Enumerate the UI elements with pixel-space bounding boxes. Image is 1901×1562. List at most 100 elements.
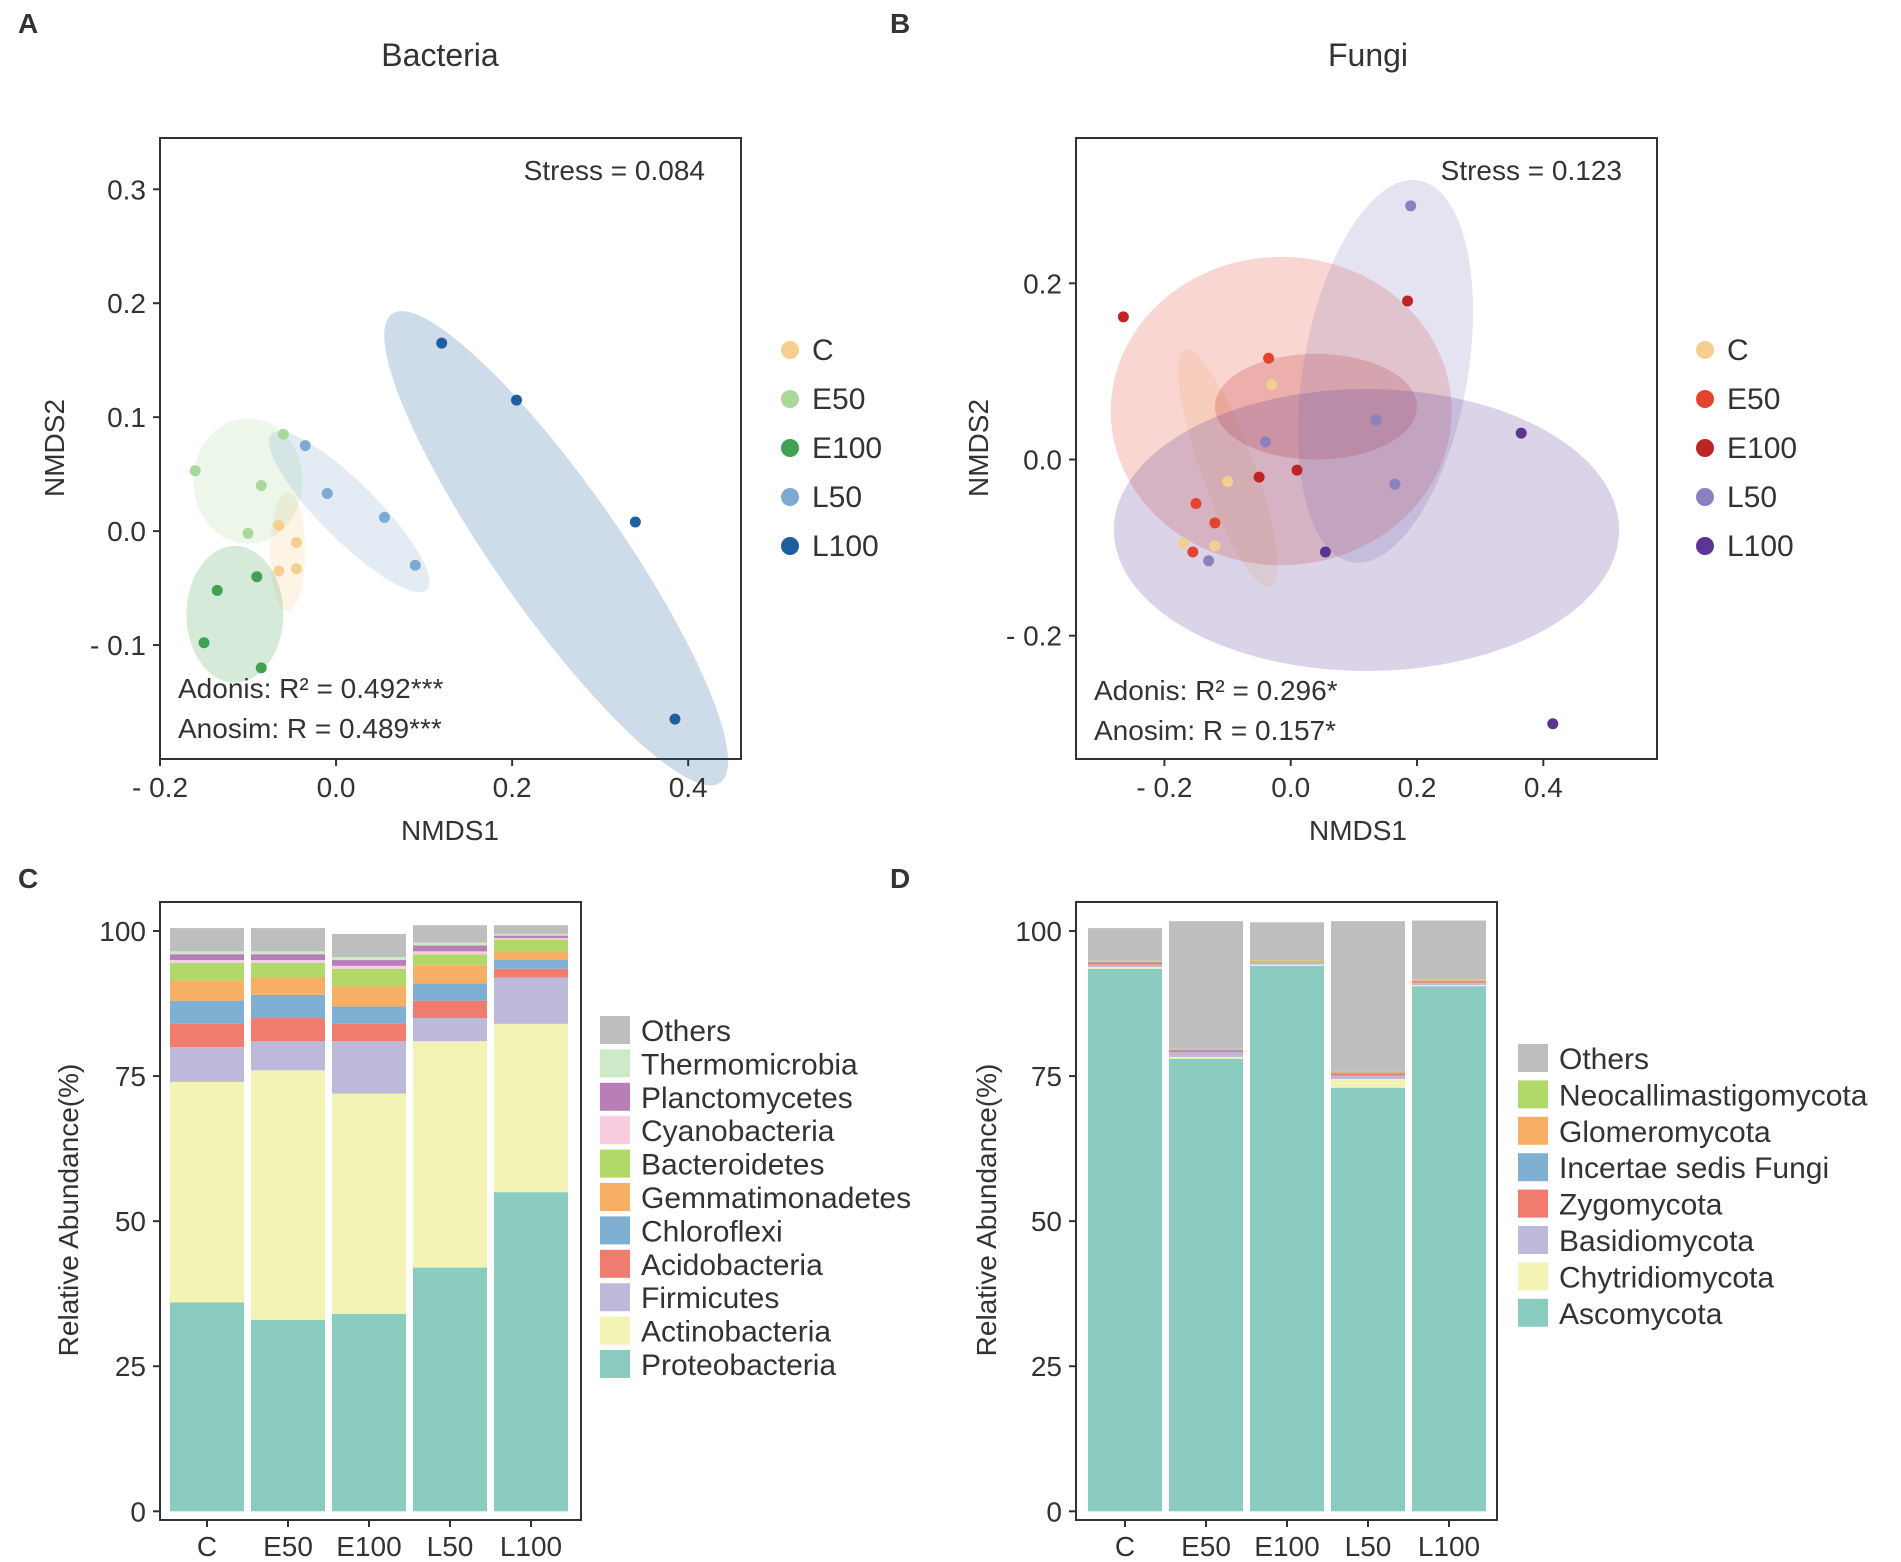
bar-l100-actinobacteria [494, 1023, 568, 1193]
panel-a-title: Bacteria [381, 37, 499, 73]
bar-e50-cyanobacteria [251, 960, 325, 963]
bar-c-chloroflexi [170, 1000, 244, 1024]
bar-e50-chloroflexi [251, 994, 325, 1019]
bar-c-ascomycota [1088, 968, 1162, 1512]
bar-l100-neocallimastigomycota [1412, 979, 1486, 981]
point-l50-5 [1203, 555, 1215, 567]
bar-l100-others [494, 925, 568, 934]
bar-e100-others [1250, 922, 1324, 961]
point-l50-1 [1405, 200, 1417, 212]
bar-l50-proteobacteria [413, 1267, 487, 1512]
point-l50-2 [1370, 414, 1382, 426]
point-c-1 [1266, 379, 1278, 391]
legend-swatch-neocallimastigomycota [1518, 1080, 1548, 1109]
y-tick-label: 0.1 [107, 402, 146, 433]
legend-label-e50: E50 [812, 383, 865, 416]
bar-c-cyanobacteria [170, 960, 244, 963]
legend-label-ascomycota: Ascomycota [1559, 1298, 1723, 1331]
legend-label-c: C [1727, 334, 1749, 367]
x-tick-label: E100 [1254, 1531, 1319, 1562]
ellipse-l100 [384, 311, 729, 786]
x-tick-label: C [197, 1531, 217, 1562]
point-e100-3 [1291, 464, 1303, 476]
bar-e100-chloroflexi [332, 1006, 406, 1024]
legend-label-incertae-sedis-fungi: Incertae sedis Fungi [1559, 1152, 1829, 1185]
panel-b-ylabel: NMDS2 [963, 399, 994, 497]
bar-e100-cyanobacteria [332, 965, 406, 969]
legend-label-c: C [812, 334, 834, 367]
bar-l50-thermomicrobia [413, 942, 487, 946]
panel-a-xlabel: NMDS1 [401, 815, 499, 846]
legend-marker-e50 [1696, 390, 1714, 408]
legend-swatch-others [600, 1016, 630, 1044]
point-c-3 [273, 565, 285, 577]
point-l100-1 [1515, 427, 1527, 439]
panel-b-fungi-nmds: Fungi - 0.2 0.0 0.2 0.4 - 0.2 0.0 0.2 Stress … [963, 37, 1797, 846]
bar-e50-glomeromycota [1169, 1049, 1243, 1050]
point-e50-3 [1209, 517, 1221, 529]
point-e50-1 [189, 465, 201, 477]
bar-l50-neocallimastigomycota [1331, 1070, 1405, 1072]
bar-c-others [1088, 928, 1162, 961]
panel-b-adonis: Adonis: R² = 0.296* [1094, 675, 1338, 706]
ellipse-e100 [1214, 353, 1418, 460]
point-l100-3 [629, 516, 641, 528]
bar-c-others [170, 928, 244, 952]
legend-label-others: Others [641, 1015, 731, 1048]
bar-e50-chytridiomycota [1169, 1056, 1243, 1059]
legend-marker-l100 [1696, 537, 1714, 555]
panel-b-xlabel: NMDS1 [1309, 815, 1407, 846]
legend-marker-c [1696, 341, 1714, 359]
legend-label-l100: L100 [1727, 530, 1794, 563]
x-tick-label: E100 [336, 1531, 401, 1562]
legend-label-l50: L50 [1727, 481, 1777, 514]
bar-c-gemmatimonadetes [170, 980, 244, 1001]
legend-swatch-firmicutes [600, 1283, 630, 1312]
legend-label-gemmatimonadetes: Gemmatimonadetes [641, 1182, 911, 1215]
bar-l50-firmicutes [413, 1018, 487, 1042]
point-l100-2 [1547, 718, 1559, 730]
legend-swatch-others [1518, 1044, 1548, 1072]
legend-label-chloroflexi: Chloroflexi [641, 1215, 783, 1248]
bar-l100-ascomycota [1412, 986, 1486, 1512]
bar-l100-bacteroidetes [494, 939, 568, 952]
bar-l100-chloroflexi [494, 960, 568, 969]
x-tick-label: 0.0 [317, 772, 356, 803]
y-tick-label: 0 [1046, 1496, 1062, 1527]
bar-e50-actinobacteria [251, 1070, 325, 1320]
legend-label-e100: E100 [1727, 432, 1797, 465]
point-l100-4 [669, 713, 681, 725]
bar-l100-chytridiomycota [1412, 984, 1486, 987]
point-l100-1 [436, 337, 448, 349]
bar-c-glomeromycota [1088, 961, 1162, 962]
panel-c-bacteria-stacked-bar: C E50 E100 L50 L100 0 25 50 75 100 Relative Abun… [53, 901, 911, 1562]
legend-swatch-acidobacteria [600, 1249, 630, 1278]
point-l50-4 [409, 559, 421, 571]
bar-e100-gemmatimonadetes [332, 986, 406, 1007]
bar-c-actinobacteria [170, 1081, 244, 1303]
legend-swatch-planctomycetes [600, 1082, 630, 1111]
ellipse-c [1177, 349, 1278, 588]
point-l50-2 [321, 488, 333, 500]
point-e100-3 [255, 662, 267, 674]
ellipse-e50 [193, 418, 303, 544]
bar-e100-others [332, 933, 406, 958]
point-e100-2 [1402, 295, 1414, 307]
bar-e50-neocallimastigomycota [1169, 1048, 1243, 1050]
y-tick-label: 25 [1031, 1351, 1062, 1382]
bar-l50-bacteroidetes [413, 954, 487, 966]
bar-l100-incertae-sedis-fungi [1412, 980, 1486, 982]
legend-label-chytridiomycota: Chytridiomycota [1559, 1261, 1774, 1294]
bar-l50-basidiomycota [1331, 1075, 1405, 1079]
panel-c-ylabel: Relative Abundance(%) [53, 1064, 84, 1357]
bar-l50-cyanobacteria [413, 951, 487, 955]
x-tick-label: L100 [500, 1531, 562, 1562]
bar-c-proteobacteria [170, 1302, 244, 1512]
legend-label-basidiomycota: Basidiomycota [1559, 1225, 1754, 1258]
point-e100-1 [1117, 311, 1129, 323]
point-e100-2 [198, 637, 210, 649]
point-e50-4 [242, 527, 254, 539]
legend-swatch-glomeromycota [1518, 1116, 1548, 1145]
ellipse-e100 [186, 545, 284, 683]
y-tick-label: 0.0 [107, 516, 146, 547]
